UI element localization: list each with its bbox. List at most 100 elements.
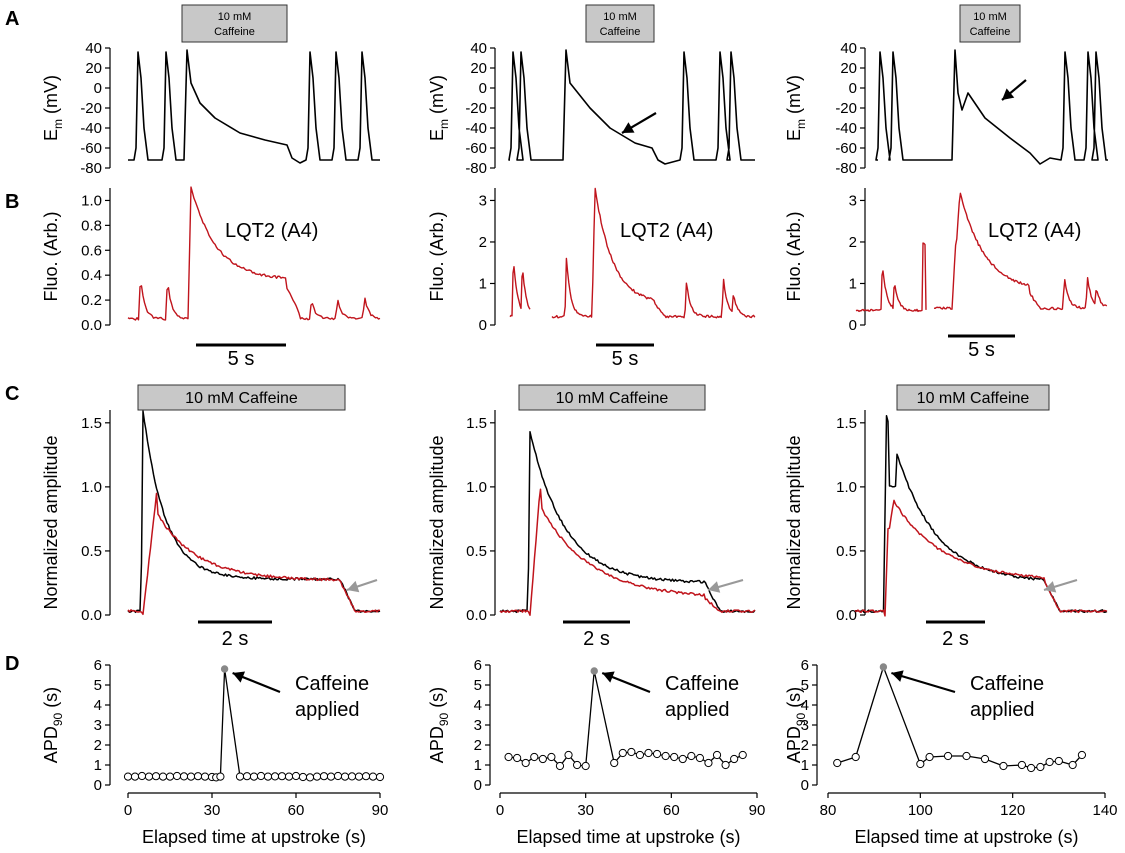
caffeine-box-label: 10 mM — [218, 11, 252, 23]
fluo-axis-b3-tick-label: 2 — [849, 234, 857, 251]
apd-axis-label: APD90 (s) — [427, 687, 451, 763]
apd-point — [327, 773, 334, 780]
apd-point — [1000, 762, 1007, 769]
apd-x-tick-label: 80 — [820, 802, 837, 819]
em-trace-a3 — [876, 50, 1108, 164]
fluo-trace-b2a — [510, 267, 530, 317]
apd-point — [217, 773, 224, 780]
apd-point — [376, 773, 383, 780]
em-axis-a3-tick-label: -40 — [835, 120, 857, 137]
caffeine-applied-label: applied — [295, 699, 360, 721]
apd-point — [539, 755, 546, 762]
fluo-trace-b3a — [856, 243, 926, 311]
em-axis-a3-tick-label: 40 — [840, 40, 857, 57]
apd-x-tick-label: 0 — [124, 802, 132, 819]
apd-point — [250, 773, 257, 780]
em-axis-a1-tick-label: -20 — [80, 100, 102, 117]
apd-point — [362, 773, 369, 780]
em-axis-a1-tick-label: -40 — [80, 120, 102, 137]
caffeine-applied-label: Caffeine — [665, 673, 739, 695]
apd-point — [531, 753, 538, 760]
apd-point — [679, 755, 686, 762]
apd-y-tick-label: 2 — [94, 737, 102, 754]
em-trace-a2 — [509, 50, 755, 164]
apd-point — [1069, 761, 1076, 768]
apd-point — [201, 773, 208, 780]
em-axis-a3-tick-label: -80 — [835, 160, 857, 177]
apd-point — [369, 773, 376, 780]
apd-point — [574, 761, 581, 768]
caffeine-applied-label: applied — [665, 699, 730, 721]
apd-y-tick-label: 6 — [801, 657, 809, 674]
fluo-axis-b2-tick-label: 0 — [479, 317, 487, 334]
caffeine-box-label: 10 mM Caffeine — [917, 390, 1030, 407]
fluo-axis-b3-tick-label: 0 — [849, 317, 857, 334]
apd-point — [514, 754, 521, 761]
apd-point — [166, 773, 173, 780]
norm-axis-c3-tick-label: 1.5 — [836, 415, 857, 432]
apd-x-tick-label: 140 — [1092, 802, 1117, 819]
norm-black-c1 — [128, 411, 380, 612]
em-axis-a3-tick-label: 0 — [849, 80, 857, 97]
norm-red-c1 — [128, 493, 380, 614]
em-axis-a1-tick-label: -80 — [80, 160, 102, 177]
apd-point — [299, 773, 306, 780]
apd-point — [556, 762, 563, 769]
fluo-axis-b1-tick-label: 0.2 — [81, 292, 102, 309]
apd-point — [187, 773, 194, 780]
em-axis-a2-tick-label: -40 — [465, 120, 487, 137]
apd-y-tick-label: 5 — [474, 677, 482, 694]
apd-x-tick-label: 90 — [372, 802, 389, 819]
em-axis-a3-tick-label: 20 — [840, 60, 857, 77]
apd-point — [1018, 761, 1025, 768]
apd-point — [257, 772, 264, 779]
caffeine-box-label: 10 mM — [973, 11, 1007, 23]
apd-y-tick-label: 3 — [474, 717, 482, 734]
apd-x-tick-label: 120 — [1000, 802, 1025, 819]
apd-point — [341, 773, 348, 780]
caffeine-box-label: Caffeine — [600, 26, 641, 38]
norm-axis-label: Normalized amplitude — [41, 435, 61, 609]
apd-point — [944, 752, 951, 759]
apd-y-tick-label: 0 — [474, 777, 482, 794]
norm-axis-c1-tick-label: 1.0 — [81, 479, 102, 496]
apd-point — [645, 749, 652, 756]
em-axis-label: Em (mV) — [41, 75, 65, 141]
apd-point — [320, 773, 327, 780]
em-trace-a1 — [128, 50, 380, 163]
norm-axis-c3-tick-label: 0.0 — [836, 607, 857, 624]
apd-point — [722, 761, 729, 768]
apd-y-tick-label: 0 — [801, 777, 809, 794]
em-axis-a1-tick-label: 20 — [85, 60, 102, 77]
caffeine-applied-label: Caffeine — [970, 673, 1044, 695]
apd-point — [688, 752, 695, 759]
apd-point — [582, 762, 589, 769]
panel-label-d: D — [5, 653, 19, 675]
apd-y-tick-label: 0 — [94, 777, 102, 794]
apd-point — [917, 760, 924, 767]
norm-red-c3 — [855, 500, 1107, 616]
apd-point — [1055, 757, 1062, 764]
fluo-trace-b3b — [934, 193, 1107, 309]
panel-label-c: C — [5, 383, 19, 405]
apd-point — [152, 773, 159, 780]
apd-x-tick-label: 100 — [908, 802, 933, 819]
caffeine-box-label: 10 mM — [603, 11, 637, 23]
apd-point — [1037, 763, 1044, 770]
fluo-trace-b1 — [128, 187, 380, 320]
apd-point — [662, 752, 669, 759]
em-axis-a3-tick-label: -60 — [835, 140, 857, 157]
apd-x-tick-label: 60 — [288, 802, 305, 819]
scale-bar-2s-label: 2 s — [942, 628, 969, 650]
apd-point — [159, 773, 166, 780]
caffeine-applied-label: applied — [970, 699, 1035, 721]
apd-point — [1028, 764, 1035, 771]
apd-x-label: Elapsed time at upstroke (s) — [142, 827, 366, 847]
apd-point — [292, 772, 299, 779]
norm-axis-label: Normalized amplitude — [427, 435, 447, 609]
apd-y-tick-label: 2 — [474, 737, 482, 754]
fluo-axis-b3-tick-label: 3 — [849, 192, 857, 209]
apd-highlight-point — [591, 668, 597, 674]
apd-point — [565, 751, 572, 758]
fluo-axis-b2-tick-label: 3 — [479, 192, 487, 209]
